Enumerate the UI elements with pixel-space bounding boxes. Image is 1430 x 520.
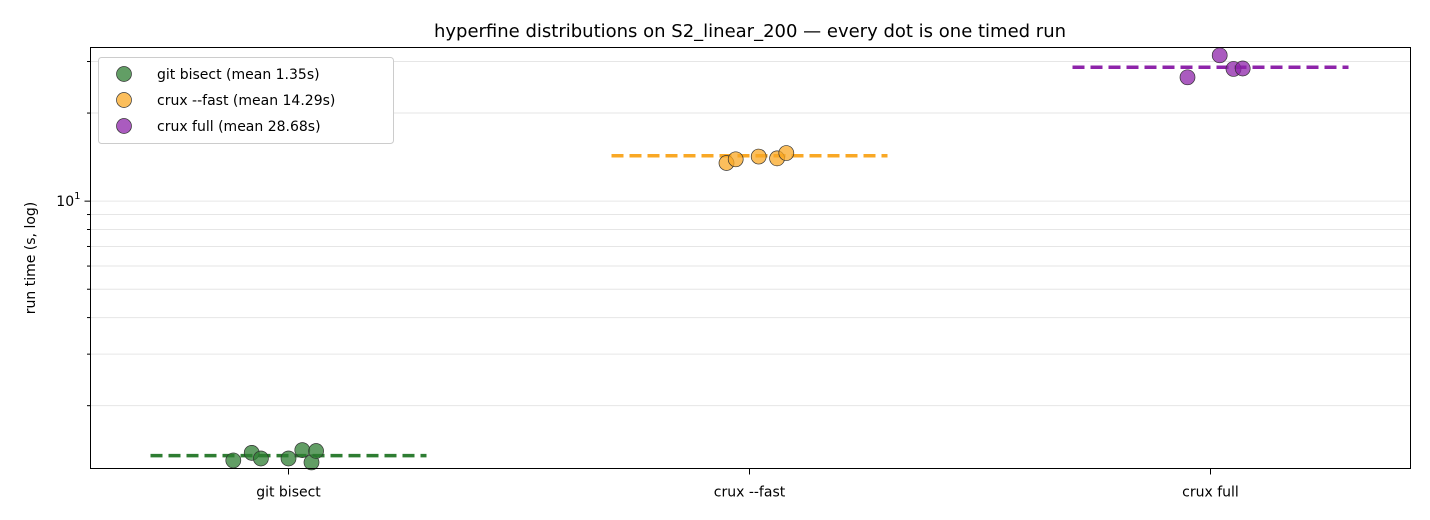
x-axis-ticks: git bisect crux --fast crux full: [256, 468, 1239, 501]
legend: git bisect (mean 1.35s) crux --fast (mean…: [98, 57, 394, 144]
data-point: [727, 151, 744, 168]
data-point: [280, 450, 297, 467]
x-tick-label: crux full: [1182, 485, 1239, 501]
data-points: [225, 47, 1251, 471]
y-axis-label: run time (s, log): [23, 202, 39, 315]
y-tick-label: 101: [56, 191, 80, 210]
legend-item: git bisect (mean 1.35s): [116, 66, 320, 83]
legend-item: crux --fast (mean 14.29s): [116, 92, 335, 109]
legend-item: crux full (mean 28.68s): [116, 118, 321, 135]
legend-label: git bisect (mean 1.35s): [157, 67, 320, 83]
data-point: [750, 148, 767, 165]
data-point: [308, 443, 324, 459]
legend-label: crux full (mean 28.68s): [157, 119, 321, 135]
data-point: [778, 145, 795, 161]
data-point: [253, 450, 269, 467]
data-point: [1179, 69, 1196, 86]
x-tick-label: crux --fast: [714, 485, 786, 501]
plot-frame: [90, 47, 1411, 469]
chart-title: hyperfine distributions on S2_linear_200…: [434, 21, 1066, 42]
legend-marker: [116, 118, 132, 134]
data-point: [1234, 60, 1251, 77]
data-point: [1211, 47, 1228, 64]
legend-frame: [98, 57, 394, 144]
data-point: [294, 442, 311, 458]
legend-marker: [116, 66, 132, 82]
legend-label: crux --fast (mean 14.29s): [157, 93, 335, 109]
y-axis-ticks: 101: [56, 61, 91, 407]
data-point: [225, 452, 242, 469]
legend-marker: [116, 92, 132, 108]
x-tick-label: git bisect: [256, 485, 321, 501]
